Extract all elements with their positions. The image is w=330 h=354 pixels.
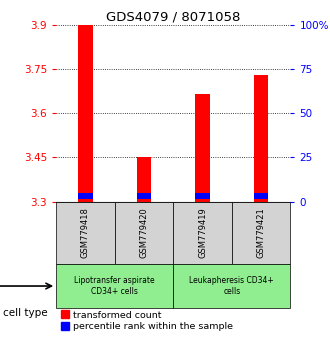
Legend: transformed count, percentile rank within the sample: transformed count, percentile rank withi… (61, 310, 233, 331)
Text: GSM779418: GSM779418 (81, 207, 90, 258)
Bar (78, 25, 93, 201)
Bar (137, 193, 151, 199)
Bar (195, 193, 210, 199)
Bar (173, 264, 290, 308)
Bar (254, 75, 268, 201)
Text: Leukapheresis CD34+
cells: Leukapheresis CD34+ cells (189, 276, 274, 296)
Text: GSM779419: GSM779419 (198, 207, 207, 258)
Text: GSM779421: GSM779421 (257, 207, 266, 258)
Text: Lipotransfer aspirate
CD34+ cells: Lipotransfer aspirate CD34+ cells (74, 276, 155, 296)
Bar (56, 201, 115, 264)
Bar (195, 94, 210, 201)
Bar (254, 193, 268, 199)
Bar (115, 201, 173, 264)
Text: GSM779420: GSM779420 (140, 207, 148, 258)
Bar (173, 201, 232, 264)
Title: GDS4079 / 8071058: GDS4079 / 8071058 (106, 11, 241, 24)
Bar (137, 158, 151, 201)
Bar (56, 264, 173, 308)
Bar (78, 193, 93, 199)
Text: cell type: cell type (3, 308, 48, 318)
Bar (232, 201, 290, 264)
